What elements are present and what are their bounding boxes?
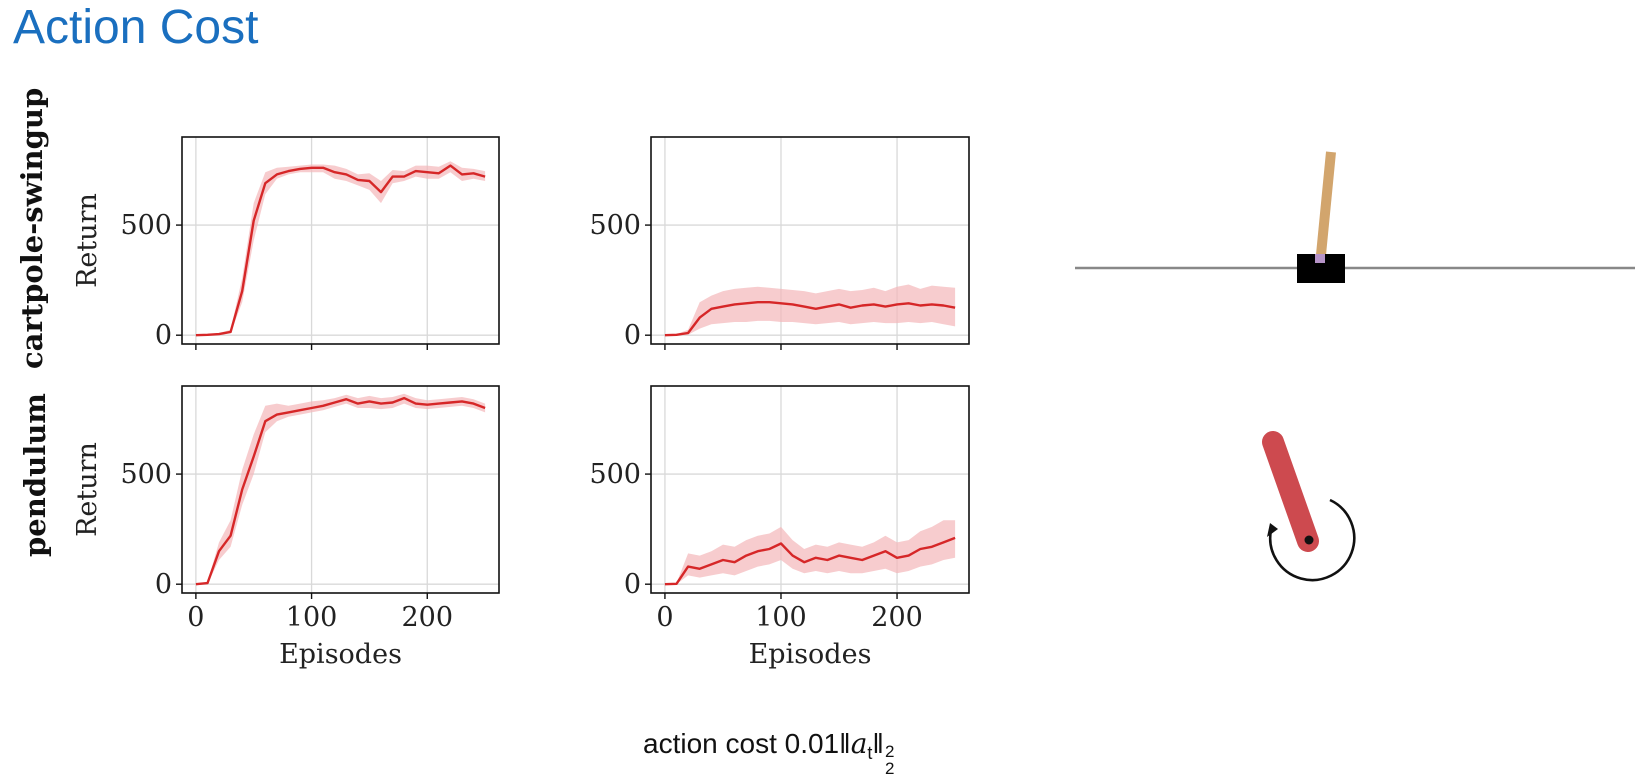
y-tick-label: 500 (120, 459, 172, 490)
y-axis-label: Return (72, 442, 103, 537)
chart-frame (181, 385, 500, 594)
x-tick-label: 0 (656, 602, 673, 633)
y-tick-label: 500 (120, 210, 172, 241)
cartpole-hinge (1315, 254, 1325, 263)
x-tick-label: 200 (871, 602, 923, 633)
y-axis-label: Return (72, 193, 103, 288)
y-tick-label: 0 (155, 569, 172, 600)
pendulum-icon (1262, 431, 1356, 582)
chart-panel-0: 0 500 Return (72, 136, 500, 351)
x-tick-label: 100 (286, 602, 338, 633)
slide-title: Action Cost (13, 1, 259, 54)
y-tick-label: 500 (589, 210, 641, 241)
chart-panel-1: 0 500 (589, 136, 970, 351)
cartpole-pole (1315, 151, 1336, 266)
y-tick-label: 0 (155, 320, 172, 351)
chart-panel-2: 0 100 200 0 500 Episodes Return (72, 385, 500, 670)
caption-norm-sub: 2 (885, 759, 895, 778)
confidence-band (195, 161, 486, 336)
caption-prefix: action cost 0.01 (643, 728, 840, 759)
caption-var-sub: t (867, 743, 873, 763)
pendulum-pivot (1304, 535, 1314, 545)
y-tick-label: 0 (624, 320, 641, 351)
series-line (664, 536, 956, 586)
chart-panel-3: 0 100 200 0 500 Episodes (589, 385, 970, 670)
series-line (195, 164, 486, 337)
y-tick-label: 0 (624, 569, 641, 600)
rotation-arrowhead-icon (1267, 523, 1278, 537)
caption-var: a (850, 727, 868, 760)
y-tick-label: 500 (589, 459, 641, 490)
confidence-band (664, 284, 956, 336)
x-tick-label: 200 (401, 602, 453, 633)
x-tick-label: 100 (755, 602, 807, 633)
x-axis-label: Episodes (749, 639, 872, 670)
chart-frame (650, 136, 970, 345)
caption-norm-open: ‖ (839, 728, 851, 759)
series-line (664, 301, 956, 337)
rotation-arrow-icon (1269, 498, 1356, 582)
confidence-band (664, 520, 956, 585)
pendulum-rod (1262, 431, 1319, 552)
chart-frame (650, 385, 970, 594)
cartpole-icon (1075, 151, 1635, 283)
chart-frame (181, 136, 500, 345)
action-cost-caption: action cost 0.01‖at‖ 2 2 (643, 727, 894, 777)
series-line (195, 396, 486, 586)
caption-norm-close: ‖ (872, 728, 884, 759)
x-axis-label: Episodes (279, 639, 402, 670)
confidence-band (195, 393, 486, 585)
caption-sup: 2 (885, 742, 895, 761)
x-tick-label: 0 (187, 602, 204, 633)
